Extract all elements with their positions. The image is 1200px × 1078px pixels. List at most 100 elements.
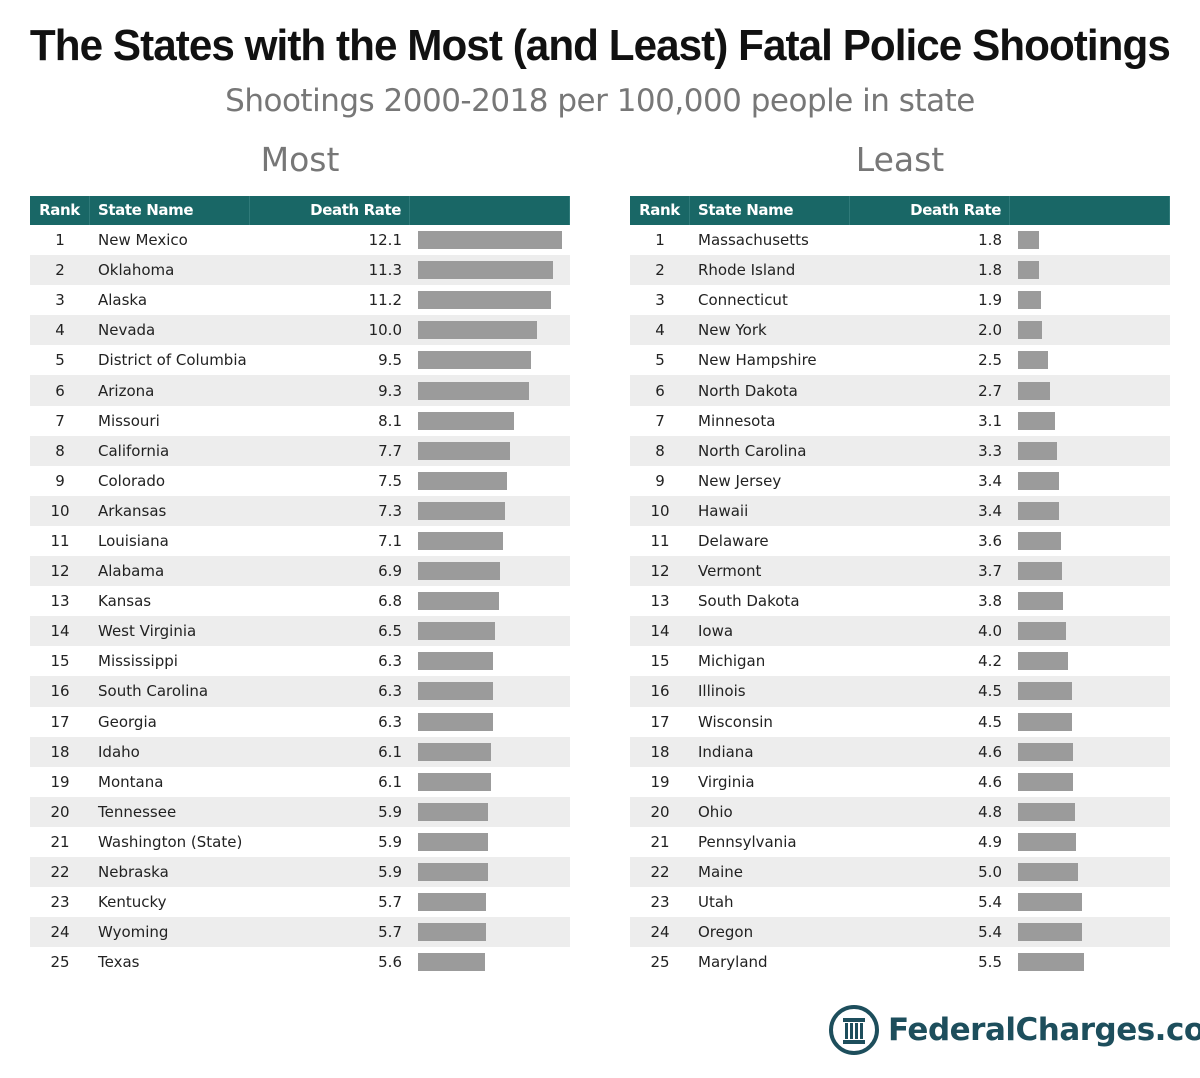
death-rate-cell: 3.4 — [978, 471, 1002, 490]
table-row: 7 Missouri 8.1 — [30, 405, 570, 436]
table-row: 2 Rhode Island 1.8 — [630, 255, 1170, 286]
rate-bar — [1018, 351, 1048, 370]
bar-cell — [410, 496, 570, 526]
death-rate-cell: 7.5 — [378, 471, 402, 490]
page-title: The States with the Most (and Least) Fat… — [30, 21, 1171, 70]
bar-cell — [1010, 225, 1170, 255]
rank-cell: 10 — [50, 501, 70, 520]
state-name-cell: Maryland — [698, 953, 768, 972]
table-row: 23 Utah 5.4 — [630, 887, 1170, 918]
bar-cell — [1010, 315, 1170, 345]
state-name-cell: Illinois — [698, 682, 746, 701]
rank-cell: 3 — [55, 291, 65, 310]
table-row: 9 New Jersey 3.4 — [630, 465, 1170, 496]
rate-bar — [418, 261, 553, 280]
rate-bar — [1018, 441, 1058, 460]
rank-cell: 22 — [50, 863, 70, 882]
table-row: 3 Connecticut 1.9 — [630, 285, 1170, 316]
bar-cell — [1010, 556, 1170, 586]
bar-cell — [410, 255, 570, 285]
death-rate-cell: 5.4 — [978, 923, 1002, 942]
state-name-cell: Nebraska — [98, 863, 169, 882]
bar-cell — [410, 947, 570, 977]
rank-cell: 6 — [655, 381, 665, 400]
bar-cell — [410, 225, 570, 255]
rate-bar — [418, 562, 501, 581]
rank-cell: 2 — [655, 261, 665, 280]
bar-cell — [1010, 616, 1170, 646]
death-rate-cell: 5.7 — [378, 893, 402, 912]
state-name-cell: Ohio — [698, 802, 733, 821]
rate-bar — [1018, 592, 1064, 611]
bar-cell — [410, 436, 570, 466]
death-rate-cell: 6.1 — [378, 772, 402, 791]
table-row: 8 California 7.7 — [30, 435, 570, 466]
table-row: 23 Kentucky 5.7 — [30, 887, 570, 918]
rate-bar — [418, 321, 537, 340]
column-header — [410, 196, 570, 225]
bar-cell — [1010, 707, 1170, 737]
state-name-cell: Wisconsin — [698, 712, 773, 731]
bar-cell — [1010, 345, 1170, 375]
state-name-cell: Tennessee — [98, 802, 177, 821]
death-rate-cell: 7.1 — [378, 531, 402, 550]
rank-cell: 12 — [650, 562, 670, 581]
state-name-cell: Georgia — [98, 712, 157, 731]
table-row: 11 Delaware 3.6 — [630, 525, 1170, 557]
page-subtitle: Shootings 2000-2018 per 100,000 people i… — [225, 83, 975, 119]
bar-cell — [1010, 797, 1170, 827]
column-header: Death Rate — [850, 196, 1010, 225]
bar-cell — [410, 285, 570, 315]
rate-bar — [418, 742, 491, 761]
rank-cell: 16 — [650, 682, 670, 701]
death-rate-cell: 4.5 — [978, 682, 1002, 701]
rate-bar — [1018, 893, 1083, 912]
bar-cell — [1010, 646, 1170, 676]
table-row: 25 Texas 5.6 — [30, 947, 570, 978]
death-rate-cell: 2.7 — [978, 381, 1002, 400]
state-name-cell: North Carolina — [698, 441, 807, 460]
bar-cell — [1010, 676, 1170, 706]
rank-cell: 4 — [55, 321, 65, 340]
rank-cell: 8 — [655, 441, 665, 460]
table-row: 21 Pennsylvania 4.9 — [630, 826, 1170, 857]
death-rate-cell: 9.5 — [378, 351, 402, 370]
table-row: 25 Maryland 5.5 — [630, 947, 1170, 978]
rate-bar — [1018, 953, 1084, 972]
death-rate-cell: 5.4 — [978, 893, 1002, 912]
state-name-cell: Rhode Island — [698, 261, 796, 280]
title-container: The States with the Most (and Least) Fat… — [0, 20, 1200, 72]
rate-bar — [418, 682, 493, 701]
death-rate-cell: 5.7 — [378, 923, 402, 942]
rate-bar — [418, 381, 529, 400]
rate-bar — [418, 893, 486, 912]
death-rate-cell: 5.0 — [978, 863, 1002, 882]
state-name-cell: District of Columbia — [98, 351, 247, 370]
death-rate-cell: 11.3 — [368, 261, 402, 280]
bar-cell — [410, 376, 570, 406]
state-name-cell: Oklahoma — [98, 261, 175, 280]
state-name-cell: Wyoming — [98, 923, 169, 942]
rank-cell: 16 — [50, 682, 70, 701]
rank-cell: 21 — [650, 832, 670, 851]
state-name-cell: North Dakota — [698, 381, 798, 400]
table-row: 6 Arizona 9.3 — [30, 375, 570, 406]
rank-cell: 5 — [55, 351, 65, 370]
rank-cell: 22 — [650, 863, 670, 882]
rank-cell: 25 — [50, 953, 70, 972]
rate-bar — [418, 291, 552, 310]
state-name-cell: Colorado — [98, 471, 166, 490]
rate-bar — [1018, 772, 1073, 791]
rank-cell: 18 — [650, 742, 670, 761]
bar-cell — [410, 827, 570, 857]
state-name-cell: Oregon — [698, 923, 754, 942]
state-name-cell: Michigan — [698, 652, 766, 671]
state-name-cell: South Dakota — [698, 592, 800, 611]
state-name-cell: West Virginia — [98, 622, 197, 641]
rank-cell: 1 — [55, 231, 65, 250]
rate-bar — [418, 351, 531, 370]
bar-cell — [410, 737, 570, 767]
state-name-cell: Maine — [698, 863, 744, 882]
state-name-cell: Idaho — [98, 742, 140, 761]
bar-cell — [410, 887, 570, 917]
